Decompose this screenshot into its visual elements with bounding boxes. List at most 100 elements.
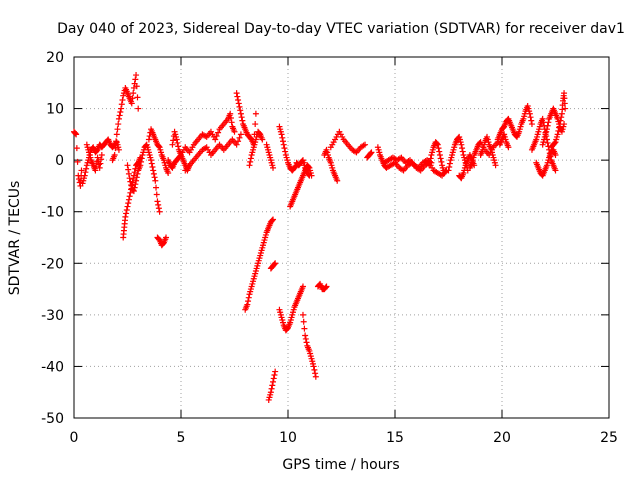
data-point <box>269 382 276 389</box>
data-point <box>539 115 546 122</box>
data-point <box>112 145 119 152</box>
grid-lines <box>74 57 609 418</box>
data-point <box>561 95 568 102</box>
data-point <box>111 151 118 158</box>
data-point <box>305 171 312 178</box>
data-point <box>92 167 99 174</box>
data-point <box>552 151 559 158</box>
data-point <box>123 210 130 217</box>
data-point <box>165 170 172 177</box>
data-point <box>437 155 444 162</box>
data-point <box>528 117 535 124</box>
data-point <box>442 168 449 175</box>
data-point <box>252 121 259 128</box>
data-point <box>281 145 288 152</box>
y-tick-label: -20 <box>41 256 64 272</box>
data-point <box>311 366 318 373</box>
data-point <box>151 174 158 181</box>
data-point <box>215 129 222 136</box>
data-point <box>148 157 155 164</box>
data-point <box>131 184 138 191</box>
data-point <box>299 311 306 318</box>
data-point <box>561 100 568 107</box>
data-point <box>434 140 441 147</box>
x-tick-label: 10 <box>279 430 297 446</box>
data-point <box>153 184 160 191</box>
data-point <box>558 114 565 121</box>
data-point <box>135 105 142 112</box>
data-point <box>145 136 152 143</box>
x-axis-label: GPS time / hours <box>282 457 399 473</box>
data-point <box>552 167 559 174</box>
data-point <box>169 141 176 148</box>
data-point <box>125 170 132 177</box>
data-point <box>231 128 238 135</box>
data-point <box>299 283 306 290</box>
x-tick-label: 15 <box>386 430 404 446</box>
data-point <box>445 167 452 174</box>
data-point <box>252 110 259 117</box>
data-point <box>126 175 133 182</box>
data-point <box>544 139 551 146</box>
y-tick-label: -30 <box>41 308 64 324</box>
data-point <box>312 373 319 380</box>
data-point <box>82 169 89 176</box>
data-point <box>174 139 181 146</box>
data-point <box>118 101 125 108</box>
data-point <box>124 203 131 210</box>
data-point <box>280 141 287 148</box>
data-point <box>133 72 140 79</box>
data-point <box>237 110 244 117</box>
data-point <box>113 138 120 145</box>
data-point <box>557 117 564 124</box>
data-point <box>436 151 443 158</box>
data-point <box>213 133 220 140</box>
data-point <box>212 136 219 143</box>
data-point <box>235 100 242 107</box>
data-point <box>98 156 105 163</box>
data-point <box>368 149 375 156</box>
data-point <box>126 193 133 200</box>
plot-frame <box>73 56 610 419</box>
data-point <box>114 126 121 133</box>
data-point <box>551 139 558 146</box>
x-tick-labels: 0 5 10 15 20 25 <box>70 430 618 446</box>
x-tick-label: 20 <box>493 430 511 446</box>
data-point <box>426 162 433 169</box>
data-point <box>118 105 125 112</box>
data-point <box>245 294 252 301</box>
data-point <box>236 103 243 110</box>
data-point <box>427 155 434 162</box>
data-point <box>268 385 275 392</box>
y-tick-label: -10 <box>41 205 64 221</box>
data-point <box>323 283 330 290</box>
x-tick-label: 0 <box>70 430 79 446</box>
data-point <box>235 96 242 103</box>
data-point <box>555 127 562 134</box>
data-point <box>155 205 162 212</box>
data-point <box>233 90 240 97</box>
data-point <box>83 165 90 172</box>
data-point <box>310 363 317 370</box>
data-point <box>132 76 139 83</box>
data-point <box>124 162 131 169</box>
data-point <box>544 122 551 129</box>
data-point <box>270 378 277 385</box>
data-point <box>154 198 161 205</box>
data-point <box>271 261 278 268</box>
x-tick-label: 25 <box>600 430 618 446</box>
data-point <box>134 170 141 177</box>
data-point <box>73 131 80 138</box>
data-point <box>117 109 124 116</box>
data-point <box>138 158 145 165</box>
data-point <box>458 141 465 148</box>
data-point <box>322 284 329 291</box>
data-point <box>312 370 319 377</box>
data-point <box>235 138 242 145</box>
data-point <box>302 335 309 342</box>
data-point <box>163 234 170 241</box>
data-point <box>130 188 137 195</box>
y-axis-label: SDTVAR / TECUs <box>7 181 23 296</box>
data-point <box>561 90 568 97</box>
